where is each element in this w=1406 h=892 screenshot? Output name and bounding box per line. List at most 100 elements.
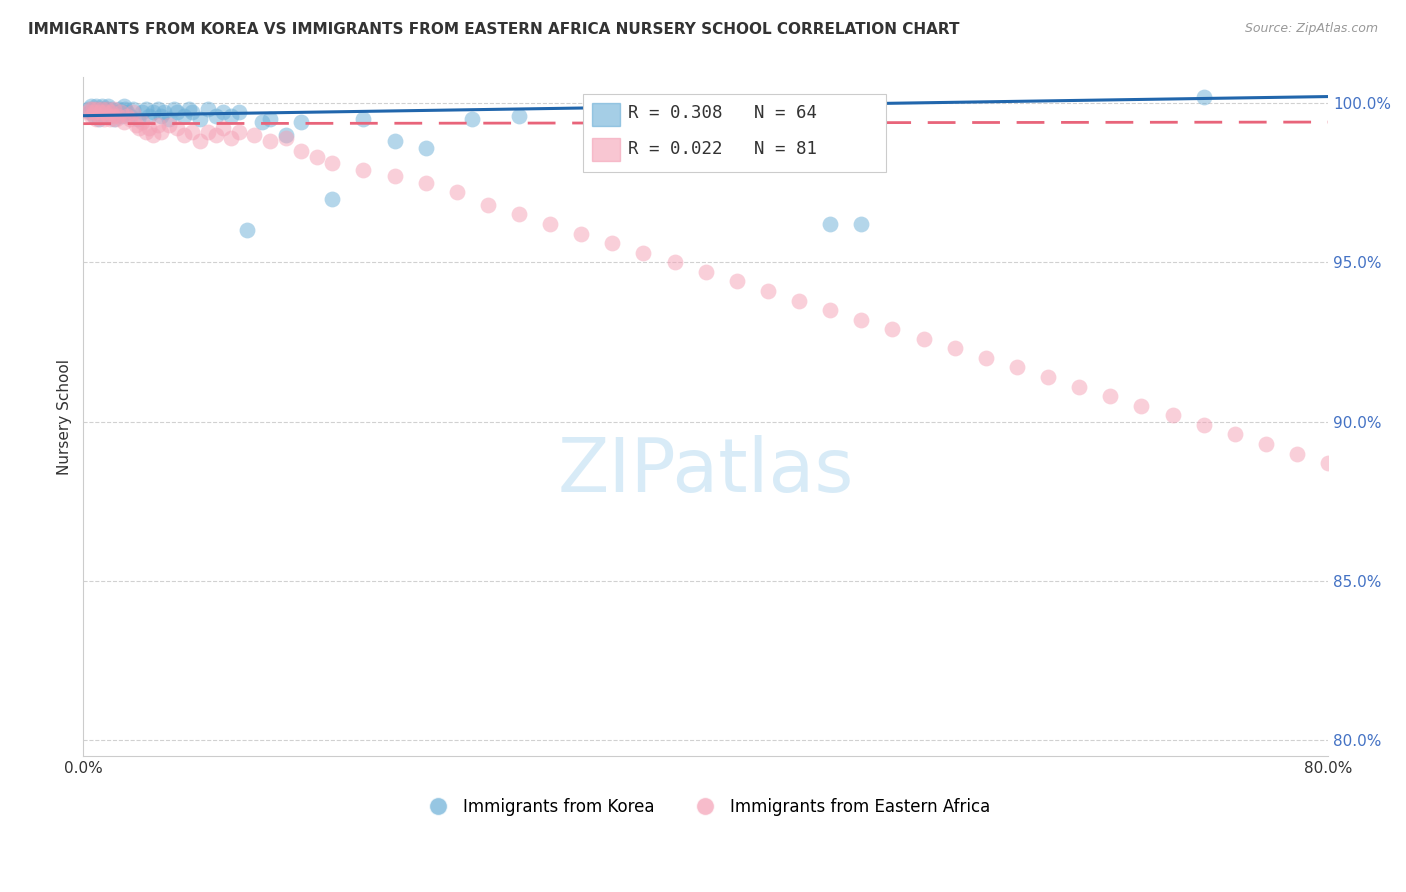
Point [219,109,242,123]
Point [89,105,111,120]
Point [112,115,135,129]
Point [115,105,138,120]
Point [93,103,115,117]
Point [695,265,717,279]
Point [166,105,188,120]
Point [103,103,125,117]
Point [86,103,108,117]
Point [122,103,145,117]
Point [197,125,219,139]
Point [166,121,188,136]
Point [1192,417,1215,432]
Point [188,112,211,126]
Point [150,125,173,139]
Point [1069,379,1091,393]
Point [664,255,686,269]
Point [446,185,468,199]
Point [103,112,125,126]
Point [162,103,184,117]
Point [114,103,136,117]
Point [83,109,105,123]
Point [80,99,103,113]
Point [508,207,530,221]
Point [787,293,810,308]
Text: ZIPatlas: ZIPatlas [558,434,853,508]
Point [146,118,169,132]
Point [477,198,499,212]
Point [83,105,105,120]
Point [461,112,484,126]
Point [111,109,134,123]
Point [228,105,250,120]
Point [197,103,219,117]
Point [77,103,100,117]
Point [818,303,841,318]
Point [415,140,437,154]
Point [104,112,127,126]
Point [87,112,110,126]
Point [118,112,141,126]
Point [110,105,132,120]
Point [617,109,640,123]
Point [138,121,160,136]
Point [125,118,148,132]
Point [274,131,297,145]
Point [87,109,110,123]
Text: R = 0.308   N = 64: R = 0.308 N = 64 [628,104,817,122]
Point [181,125,204,139]
Point [131,105,153,120]
Point [352,162,374,177]
Point [321,156,343,170]
Point [101,109,124,123]
Point [135,125,157,139]
Point [181,105,204,120]
Point [569,227,592,241]
Point [128,121,150,136]
Point [108,103,131,117]
Point [94,105,117,120]
Point [96,103,118,117]
Point [98,112,121,126]
Point [235,223,257,237]
Point [602,236,624,251]
Text: Source: ZipAtlas.com: Source: ZipAtlas.com [1244,22,1378,36]
Point [157,118,180,132]
Point [82,103,104,117]
Point [100,105,122,120]
Point [112,99,135,113]
Point [725,274,748,288]
Point [243,128,266,142]
Point [538,217,561,231]
Point [79,105,101,120]
Point [1099,389,1122,403]
Point [142,105,165,120]
Point [204,109,226,123]
Point [118,109,141,123]
Point [912,332,935,346]
Point [100,103,122,117]
Point [115,109,138,123]
Point [305,150,328,164]
Point [943,342,966,356]
Point [80,109,103,123]
Point [94,109,117,123]
Point [818,217,841,231]
Point [77,105,100,120]
Point [259,112,281,126]
Legend: Immigrants from Korea, Immigrants from Eastern Africa: Immigrants from Korea, Immigrants from E… [415,791,997,822]
Point [1317,456,1340,470]
Point [131,115,153,129]
Point [1192,89,1215,103]
Point [882,322,904,336]
Point [122,105,145,120]
Point [219,131,242,145]
Point [86,105,108,120]
Point [1130,399,1153,413]
Point [252,115,274,129]
Point [101,105,124,120]
Point [177,103,200,117]
Point [91,103,114,117]
Point [204,128,226,142]
Y-axis label: Nursery School: Nursery School [58,359,72,475]
Point [1254,437,1277,451]
